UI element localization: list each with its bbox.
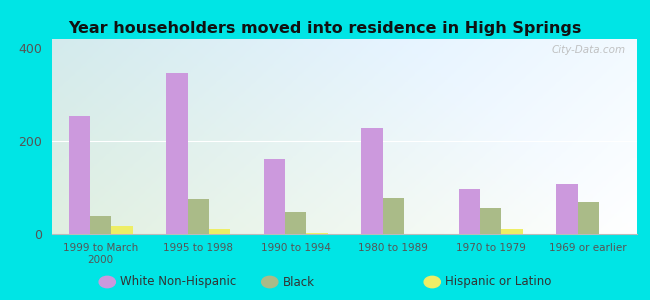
Bar	[480, 208, 502, 234]
Bar	[285, 212, 307, 234]
Text: Black: Black	[283, 275, 315, 289]
Bar	[502, 230, 523, 234]
Text: City-Data.com: City-Data.com	[551, 45, 625, 55]
Bar	[68, 116, 90, 234]
Bar	[209, 230, 230, 234]
Bar	[188, 199, 209, 234]
Text: Year householders moved into residence in High Springs: Year householders moved into residence i…	[68, 21, 582, 36]
Bar	[361, 128, 382, 234]
Bar	[459, 189, 480, 234]
Bar	[90, 216, 112, 234]
Bar	[112, 226, 133, 234]
Bar	[264, 159, 285, 234]
Bar	[382, 198, 404, 234]
Bar	[556, 184, 577, 234]
Bar	[166, 73, 187, 234]
Bar	[307, 232, 328, 234]
Bar	[577, 202, 599, 234]
Text: Hispanic or Latino: Hispanic or Latino	[445, 275, 552, 289]
Text: White Non-Hispanic: White Non-Hispanic	[120, 275, 237, 289]
